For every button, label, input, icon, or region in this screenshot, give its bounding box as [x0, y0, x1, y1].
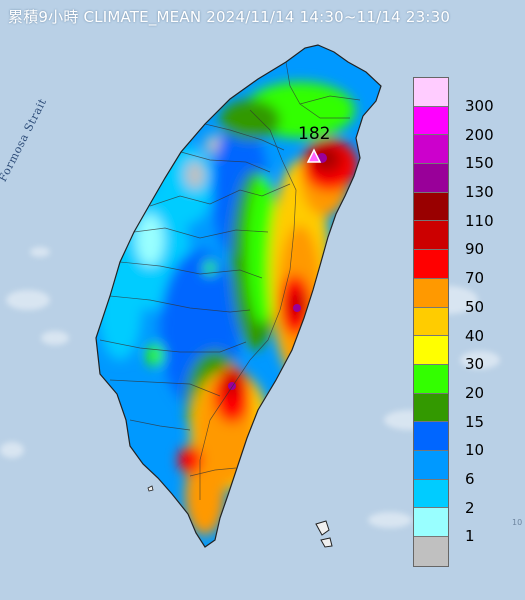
admin-boundaries — [99, 61, 361, 500]
legend-labels: 300 200 150 130 110 90 70 50 40 30 20 15 10 6 2 1 — [465, 92, 521, 551]
legend-swatch — [414, 78, 448, 107]
legend-label: 1 — [465, 527, 475, 546]
edge-number: 10 — [512, 518, 523, 527]
legend-label: 200 — [465, 125, 494, 144]
legend-label: 300 — [465, 97, 494, 115]
legend-label: 50 — [465, 297, 485, 316]
legend-swatch — [414, 278, 448, 308]
peak-triangle-marker — [306, 148, 322, 163]
legend-label: 110 — [465, 211, 494, 230]
legend-swatch — [414, 106, 448, 136]
legend-swatch — [414, 393, 448, 423]
legend-label: 130 — [465, 183, 494, 202]
orchid-island — [320, 537, 333, 548]
legend-swatch — [414, 250, 448, 279]
legend-label: 10 — [465, 441, 485, 460]
legend-label: 70 — [465, 269, 485, 288]
legend-swatch — [414, 307, 448, 337]
legend-swatch — [414, 479, 448, 509]
legend-label: 30 — [465, 355, 485, 374]
legend-label: 90 — [465, 240, 485, 259]
legend-label: 20 — [465, 383, 485, 402]
legend-swatch — [414, 364, 448, 394]
peak-value-label: 182 — [298, 124, 331, 144]
rainfall-legend — [413, 77, 449, 567]
map-title: 累積9小時 CLIMATE_MEAN 2024/11/14 14:30~11/1… — [8, 8, 451, 26]
legend-swatch — [414, 164, 448, 193]
legend-label: 150 — [465, 154, 494, 173]
legend-swatch — [414, 537, 448, 566]
green-island — [315, 520, 330, 536]
legend-swatch — [414, 336, 448, 365]
legend-swatch — [414, 422, 448, 451]
legend-label: 6 — [465, 469, 475, 488]
taiwan-coastline — [95, 44, 382, 548]
legend-label: 2 — [465, 498, 475, 517]
legend-swatch — [414, 135, 448, 165]
liuqiu-island — [147, 485, 154, 492]
legend-swatch — [414, 221, 448, 251]
legend-swatch — [414, 192, 448, 222]
legend-label: 15 — [465, 412, 485, 431]
legend-swatch — [414, 508, 448, 537]
legend-swatch — [414, 450, 448, 480]
legend-label: 40 — [465, 326, 485, 345]
